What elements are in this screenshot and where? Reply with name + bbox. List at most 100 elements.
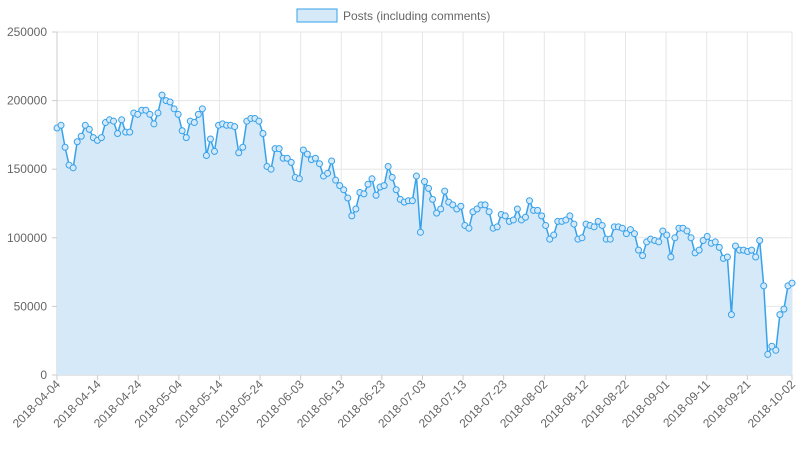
data-point [150, 120, 158, 128]
data-point [481, 201, 489, 209]
data-point [485, 208, 493, 216]
data-points [53, 91, 796, 358]
data-point [235, 149, 243, 157]
data-point [360, 190, 368, 198]
data-point [287, 158, 295, 166]
data-point [437, 205, 445, 213]
data-point [259, 130, 267, 138]
data-point [206, 135, 214, 143]
data-point [158, 91, 166, 99]
data-point [780, 305, 788, 313]
data-point [776, 311, 784, 319]
data-point [513, 205, 521, 213]
data-point [727, 311, 735, 319]
data-point [622, 230, 630, 238]
data-point [134, 110, 142, 118]
data-point [493, 223, 501, 231]
data-point [340, 186, 348, 194]
data-point [303, 150, 311, 158]
data-point [449, 201, 457, 209]
data-point [239, 143, 247, 151]
data-point [433, 209, 441, 217]
data-point [416, 228, 424, 236]
data-point [590, 223, 598, 231]
data-point [311, 154, 319, 162]
data-point [550, 231, 558, 239]
data-point [146, 110, 154, 118]
data-point [97, 134, 105, 142]
data-point [190, 119, 198, 127]
data-point [198, 105, 206, 113]
x-axis-ticks: 2018-04-042018-04-142018-04-242018-05-04… [10, 377, 798, 431]
data-point [671, 234, 679, 242]
data-point [425, 184, 433, 192]
data-point [465, 224, 473, 232]
data-point [683, 227, 691, 235]
data-point [384, 162, 392, 170]
legend-label: Posts (including comments) [343, 9, 490, 23]
data-point [631, 230, 638, 238]
data-point [570, 220, 578, 228]
data-point [618, 224, 626, 232]
data-point [408, 197, 416, 205]
data-point [332, 176, 340, 184]
data-point [380, 182, 388, 190]
data-point [772, 346, 780, 354]
data-point [509, 216, 517, 224]
data-point [788, 279, 796, 287]
data-point [336, 182, 344, 190]
data-point [566, 212, 574, 220]
data-point [457, 202, 465, 210]
data-point [695, 246, 703, 254]
x-tick-label: 2018-10-02 [745, 377, 798, 431]
data-point [663, 231, 671, 239]
data-point [594, 217, 602, 225]
data-point [267, 165, 275, 173]
data-point [429, 195, 437, 203]
data-point [731, 242, 739, 250]
y-tick-label: 50000 [14, 299, 48, 313]
legend[interactable]: Posts (including comments) [296, 8, 490, 23]
data-point [194, 110, 202, 118]
data-point [324, 169, 332, 177]
data-point [170, 105, 178, 113]
data-point [255, 117, 263, 125]
data-point [546, 235, 554, 243]
data-point [606, 235, 614, 243]
data-point [626, 226, 634, 234]
data-point [372, 191, 380, 199]
data-point [211, 147, 218, 155]
data-point [110, 117, 118, 125]
data-point [368, 175, 376, 183]
data-point [316, 160, 323, 168]
data-point [344, 194, 352, 202]
data-point [202, 151, 210, 159]
data-point [748, 246, 756, 254]
data-point [295, 175, 303, 183]
data-point [166, 98, 174, 106]
data-point [388, 173, 396, 181]
data-point [473, 205, 481, 213]
data-point [412, 172, 420, 180]
series-area [57, 95, 792, 376]
data-point [182, 134, 190, 142]
data-point [142, 106, 150, 114]
data-point [598, 221, 606, 229]
data-point [69, 164, 77, 172]
data-point [299, 146, 307, 154]
data-point [118, 116, 126, 124]
data-point [392, 186, 400, 194]
y-tick-label: 100000 [7, 231, 47, 245]
data-point [578, 234, 586, 242]
data-point [275, 145, 283, 153]
data-point [114, 130, 122, 138]
data-point [639, 252, 647, 260]
data-point [711, 238, 719, 246]
data-point [655, 238, 663, 246]
y-tick-label: 0 [40, 368, 47, 382]
y-tick-label: 200000 [7, 94, 47, 108]
data-point [85, 125, 93, 133]
data-point [231, 123, 239, 131]
data-point [501, 212, 509, 220]
